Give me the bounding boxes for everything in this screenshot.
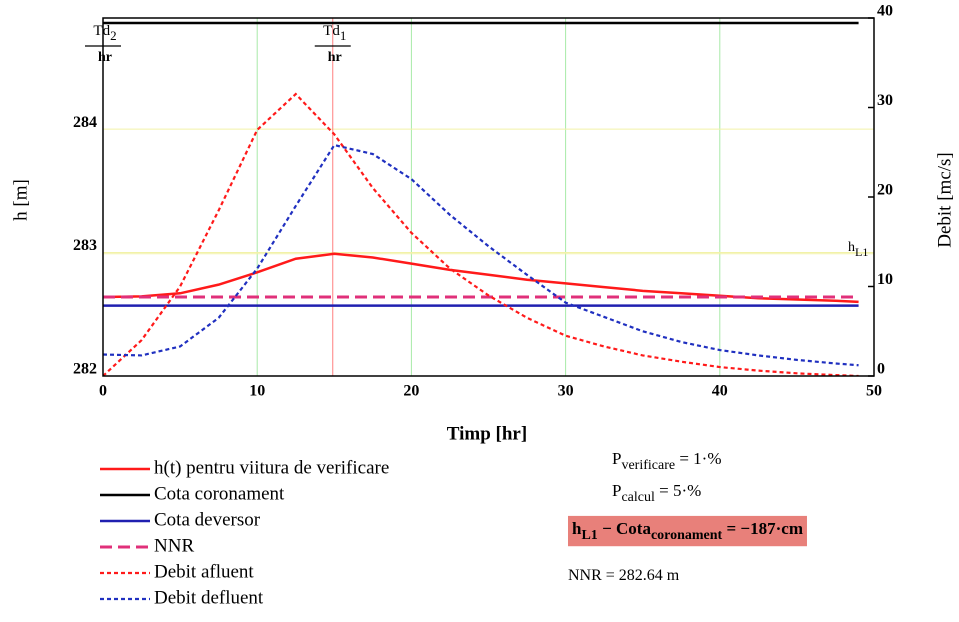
y2-tick-label: 30 xyxy=(877,92,893,109)
y-axis-title: h [m] xyxy=(10,179,31,221)
annotation-part: P xyxy=(612,481,621,500)
x-tick-label: 50 xyxy=(866,383,882,400)
y-marker-name: h xyxy=(848,240,855,255)
y2-tick-label: 20 xyxy=(877,182,893,199)
x-axis-title: Timp [hr] xyxy=(447,423,527,444)
y-marker-label: hL1 xyxy=(848,240,868,259)
x-tick-label: 0 xyxy=(99,383,107,400)
annotation-part: = 5·% xyxy=(655,481,701,500)
y2-axis-title: Debit [mc/s] xyxy=(934,152,955,248)
annotation: NNR = 282.64 m xyxy=(568,567,680,584)
annotation-part: h xyxy=(572,519,582,538)
y-tick-label: 284 xyxy=(73,114,97,131)
annotation-highlight xyxy=(568,515,807,547)
annotation-part: − Cota xyxy=(598,519,652,538)
x-marker-name: Td xyxy=(323,23,340,39)
annotation: Pverificare = 1·% xyxy=(612,449,722,473)
y2-tick-label: 0 xyxy=(877,361,885,378)
x-marker-subscript: 2 xyxy=(110,28,117,43)
x-marker-unit: hr xyxy=(328,50,342,65)
series-line xyxy=(103,252,859,304)
annotation: Pcalcul = 5·% xyxy=(612,481,701,505)
series-line xyxy=(103,92,859,376)
x-tick-label: 10 xyxy=(249,383,265,400)
x-marker-label: Td2 xyxy=(93,23,116,43)
x-marker-label: Td1 xyxy=(323,23,346,43)
legend-label: NNR xyxy=(154,535,194,556)
y2-tick-label: 10 xyxy=(877,271,893,288)
y-tick-label: 283 xyxy=(73,237,97,254)
annotation-part: coronament xyxy=(651,528,723,543)
series-line xyxy=(103,143,859,367)
plot-frame xyxy=(102,17,875,377)
x-marker-unit: hr xyxy=(98,50,112,65)
annotation-part: P xyxy=(612,449,621,468)
x-marker-subscript: 1 xyxy=(340,28,347,43)
annotation-part: NNR = 282.64 m xyxy=(568,567,680,584)
x-tick-label: 30 xyxy=(558,383,574,400)
y2-tick-label: 40 xyxy=(877,3,893,20)
annotation: hL1 − Cotacoronament = −187·cm xyxy=(572,519,803,543)
y-marker-subscript: L1 xyxy=(855,245,868,259)
legend-label: Cota deversor xyxy=(154,509,261,530)
x-marker-name: Td xyxy=(93,23,110,39)
x-tick-label: 20 xyxy=(403,383,419,400)
annotation-part: L1 xyxy=(581,528,597,543)
legend-label: Debit defluent xyxy=(154,587,264,608)
legend-label: Cota coronament xyxy=(154,483,285,504)
x-tick-label: 40 xyxy=(712,383,728,400)
annotation-part: = −187·cm xyxy=(722,519,803,538)
y-tick-label: 282 xyxy=(73,361,97,378)
annotation-part: = 1·% xyxy=(675,449,721,468)
annotation-part: verificare xyxy=(621,458,675,473)
legend-label: h(t) pentru viitura de verificare xyxy=(154,457,389,478)
annotation-part: calcul xyxy=(621,490,655,505)
legend-label: Debit afluent xyxy=(154,561,254,582)
